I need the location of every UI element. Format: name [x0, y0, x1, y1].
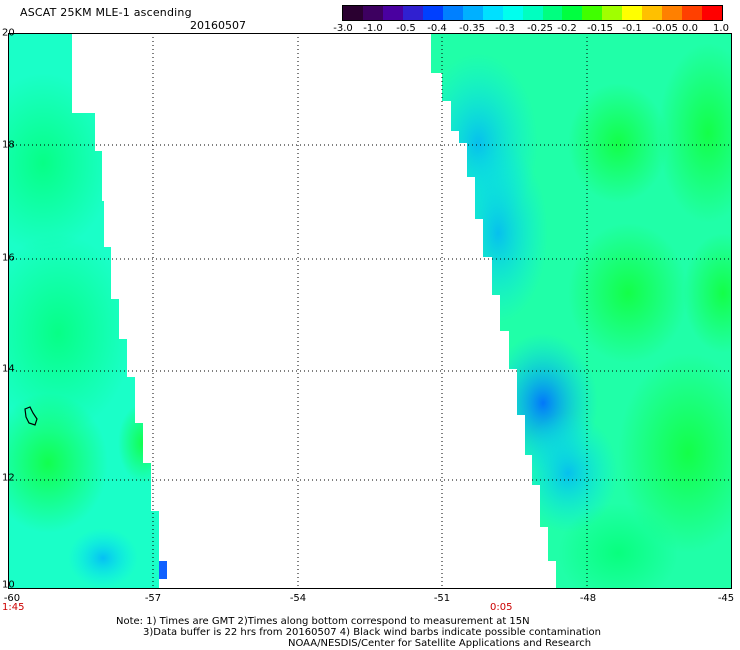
colorbar-tick: -0.1 — [622, 23, 642, 34]
colorbar-swatch — [582, 6, 603, 20]
colorbar-tick: 0.0 — [682, 23, 698, 34]
colorbar-swatch — [622, 6, 643, 20]
colorbar-tick: -0.4 — [427, 23, 447, 34]
pass-time-label: 1:45 — [2, 602, 25, 613]
colorbar-swatch — [382, 6, 403, 20]
footnote-line-2: 3)Data buffer is 22 hrs from 20160507 4)… — [143, 627, 601, 638]
colorbar-swatch — [422, 6, 443, 20]
colorbar-swatch — [602, 6, 623, 20]
footnote-line-1: Note: 1) Times are GMT 2)Times along bot… — [116, 616, 530, 627]
colorbar-swatch — [702, 6, 723, 20]
colorbar-tick: -3.0 — [333, 23, 353, 34]
colorbar-swatch — [343, 6, 363, 20]
colorbar-swatch — [462, 6, 483, 20]
lon-label: -48 — [579, 593, 597, 604]
colorbar-swatch — [362, 6, 383, 20]
colorbar-tick: -1.0 — [363, 23, 383, 34]
lat-label: 10 — [2, 579, 15, 591]
colorbar-tick: 1.0 — [713, 23, 729, 34]
left-swath — [8, 33, 159, 589]
colorbar-swatch — [562, 6, 583, 20]
colorbar-swatch — [682, 6, 703, 20]
island-outline — [24, 406, 38, 426]
color-scale-bar — [342, 5, 723, 21]
colorbar-swatch — [522, 6, 543, 20]
blue-pixel — [159, 561, 167, 579]
colorbar-swatch — [502, 6, 523, 20]
colorbar-swatch — [442, 6, 463, 20]
footnote-line-3: NOAA/NESDIS/Center for Satellite Applica… — [288, 638, 592, 649]
lon-label: -51 — [433, 593, 451, 604]
lat-label: 16 — [2, 252, 15, 264]
colorbar-swatch — [482, 6, 503, 20]
lat-lon-grid — [8, 33, 732, 589]
colorbar-swatch — [662, 6, 683, 20]
map-frame — [8, 33, 732, 589]
lat-label: 12 — [2, 472, 15, 484]
colorbar-swatch — [542, 6, 563, 20]
colorbar-tick: -0.2 — [557, 23, 577, 34]
lon-label: -54 — [289, 593, 307, 604]
colorbar-tick: -0.5 — [396, 23, 416, 34]
colorbar-tick: -0.25 — [527, 23, 553, 34]
wind-map — [8, 33, 732, 589]
lat-label: 14 — [2, 363, 15, 375]
colorbar-tick: -0.15 — [587, 23, 613, 34]
colorbar-tick: -0.3 — [495, 23, 515, 34]
lat-label: 18 — [2, 139, 15, 151]
lon-label: -57 — [144, 593, 162, 604]
colorbar-swatch — [402, 6, 423, 20]
lon-label: -45 — [717, 593, 735, 604]
lon-label: -60 — [3, 593, 21, 604]
product-date: 20160507 — [190, 19, 246, 32]
product-title: ASCAT 25KM MLE-1 ascending — [20, 6, 192, 19]
colorbar-swatch — [642, 6, 663, 20]
colorbar-tick: -0.05 — [652, 23, 678, 34]
pass-time-label: 0:05 — [490, 602, 513, 613]
colorbar-tick: -0.35 — [459, 23, 485, 34]
right-swath — [431, 33, 732, 589]
lat-label: 20 — [2, 27, 15, 39]
